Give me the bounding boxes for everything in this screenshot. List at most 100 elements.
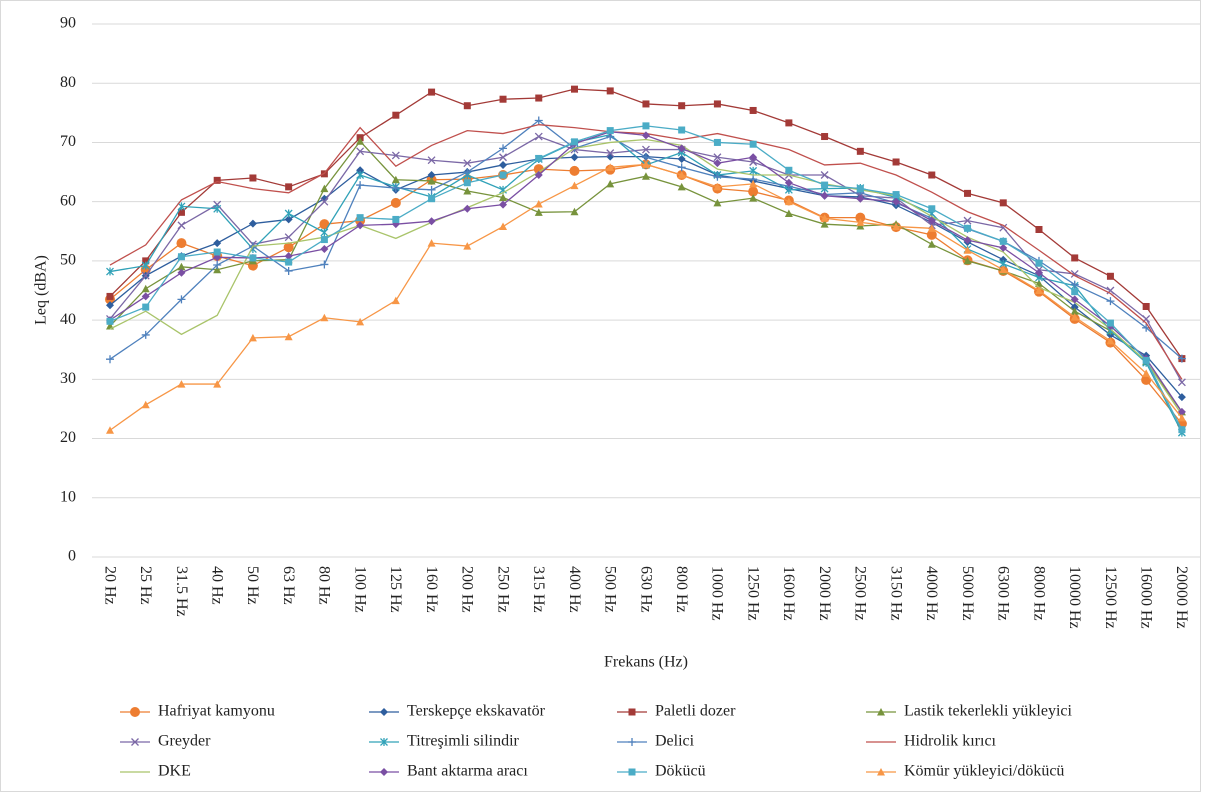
data-point bbox=[927, 224, 936, 232]
data-point bbox=[106, 301, 114, 310]
data-point bbox=[641, 160, 650, 168]
data-point bbox=[1177, 407, 1186, 416]
data-point bbox=[820, 171, 829, 179]
x-tick-label: 25 Hz bbox=[137, 566, 154, 605]
x-tick-label: 315 Hz bbox=[530, 566, 547, 613]
series-line bbox=[109, 163, 1183, 425]
legend-label: Kömür yükleyici/dökücü bbox=[904, 763, 1064, 780]
data-point bbox=[535, 154, 543, 162]
x-tick-label: 6300 Hz bbox=[995, 566, 1012, 621]
data-point bbox=[177, 202, 186, 211]
data-point bbox=[1070, 280, 1079, 289]
data-point bbox=[1177, 378, 1186, 387]
data-point bbox=[285, 258, 293, 266]
data-point bbox=[213, 204, 222, 213]
data-point bbox=[428, 88, 436, 96]
data-point bbox=[535, 94, 543, 102]
data-point bbox=[892, 191, 900, 199]
data-point bbox=[926, 229, 937, 240]
data-point bbox=[606, 87, 614, 95]
data-point bbox=[106, 317, 114, 325]
data-point bbox=[141, 271, 150, 280]
data-point bbox=[855, 212, 866, 223]
legend-marker bbox=[877, 708, 885, 716]
data-point bbox=[249, 254, 257, 262]
data-point bbox=[141, 284, 150, 293]
legend-label: Titreşimli silindir bbox=[407, 733, 520, 750]
x-tick-label: 20000 Hz bbox=[1173, 566, 1190, 629]
x-tick-label: 400 Hz bbox=[566, 566, 583, 613]
data-point bbox=[821, 133, 829, 141]
data-point bbox=[213, 261, 222, 270]
data-point bbox=[213, 176, 221, 184]
data-point bbox=[320, 228, 329, 237]
data-point bbox=[570, 85, 578, 93]
legend-label: Delici bbox=[655, 733, 695, 750]
data-point bbox=[641, 145, 650, 154]
data-point bbox=[927, 240, 936, 248]
x-tick-label: 12500 Hz bbox=[1102, 566, 1119, 629]
data-point bbox=[1106, 319, 1114, 327]
data-point bbox=[1035, 226, 1043, 234]
data-point bbox=[892, 158, 900, 166]
data-point bbox=[713, 138, 721, 146]
data-point bbox=[320, 236, 328, 244]
data-point bbox=[928, 171, 936, 179]
data-point bbox=[463, 168, 472, 177]
data-point bbox=[963, 256, 972, 265]
data-point bbox=[999, 237, 1007, 245]
x-tick-label: 1250 Hz bbox=[744, 566, 761, 621]
data-point bbox=[499, 153, 507, 162]
data-point bbox=[284, 266, 293, 275]
data-point bbox=[964, 224, 972, 232]
data-point bbox=[463, 242, 472, 250]
data-point bbox=[391, 184, 400, 193]
data-point bbox=[678, 102, 686, 110]
x-tick-label: 100 Hz bbox=[351, 566, 368, 613]
data-point bbox=[141, 330, 150, 339]
data-point bbox=[319, 219, 330, 230]
data-point bbox=[1177, 413, 1186, 422]
data-point bbox=[427, 171, 436, 180]
data-point bbox=[748, 186, 759, 197]
data-point bbox=[1071, 288, 1079, 296]
x-tick-label: 5000 Hz bbox=[959, 566, 976, 621]
data-point bbox=[1177, 354, 1186, 363]
data-point bbox=[784, 209, 793, 218]
data-point bbox=[534, 171, 543, 180]
data-point bbox=[285, 183, 293, 191]
data-point bbox=[534, 208, 543, 216]
data-point bbox=[320, 197, 329, 206]
data-point bbox=[392, 215, 400, 223]
y-tick-label: 70 bbox=[60, 133, 76, 150]
data-point bbox=[106, 292, 114, 300]
legend-marker bbox=[130, 707, 140, 717]
legend-label: Hidrolik kırıcı bbox=[904, 733, 997, 750]
data-point bbox=[999, 199, 1007, 207]
data-point bbox=[249, 174, 257, 182]
data-point bbox=[106, 267, 114, 276]
data-point bbox=[784, 197, 793, 206]
data-point bbox=[1142, 369, 1151, 377]
data-point bbox=[678, 126, 686, 134]
data-point bbox=[391, 175, 400, 184]
data-point bbox=[356, 181, 365, 190]
x-tick-label: 2000 Hz bbox=[816, 566, 833, 621]
data-point bbox=[142, 257, 150, 265]
data-point bbox=[390, 197, 401, 208]
data-point bbox=[856, 218, 865, 226]
data-point bbox=[642, 122, 650, 130]
data-point bbox=[177, 262, 186, 271]
data-point bbox=[499, 171, 507, 179]
y-tick-label: 60 bbox=[60, 192, 76, 209]
data-point bbox=[677, 163, 686, 172]
legend-marker bbox=[131, 738, 139, 746]
data-point bbox=[499, 193, 508, 202]
data-point bbox=[1071, 254, 1079, 262]
data-point bbox=[356, 221, 365, 230]
x-tick-label: 63 Hz bbox=[280, 566, 297, 605]
data-point bbox=[534, 200, 543, 208]
data-point bbox=[606, 149, 615, 158]
data-point bbox=[606, 163, 615, 171]
data-point bbox=[427, 185, 436, 194]
